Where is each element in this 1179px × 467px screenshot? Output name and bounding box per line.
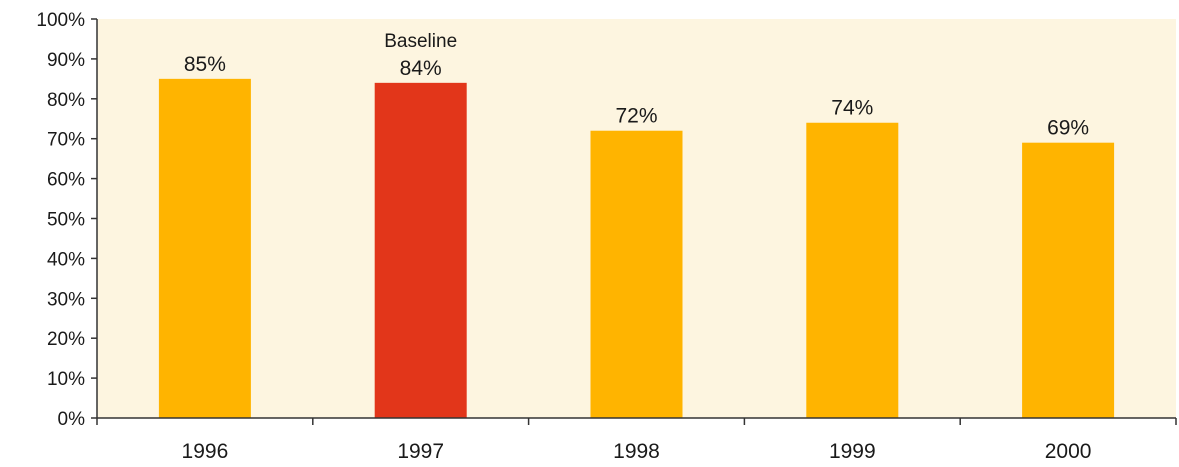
y-axis-ticks: 0% 10% 20% 30% 40% 50% 60% 70% 80% 90% 100%: [36, 10, 97, 430]
x-axis: 1996 1997 1998 1999 2000: [96, 417, 1177, 463]
y-tick-label: 100%: [36, 10, 85, 31]
data-labels: 85% 84% 72% 74% 69% Baseline: [184, 31, 1089, 140]
y-tick-label: 60%: [47, 170, 85, 191]
bar-1997: [374, 82, 467, 418]
y-tick-label: 40%: [47, 249, 85, 270]
y-tick-label: 0%: [58, 409, 86, 430]
y-tick-label: 80%: [47, 90, 85, 111]
x-tick-label: 1999: [829, 440, 876, 463]
y-tick-label: 90%: [47, 50, 85, 71]
data-label-1996: 85%: [184, 53, 226, 76]
annotation-1997: Baseline: [384, 31, 457, 52]
data-label-1998: 72%: [615, 105, 657, 128]
y-tick-label: 10%: [47, 369, 85, 390]
data-label-1997: 84%: [400, 57, 442, 80]
bar-1999: [806, 122, 899, 419]
bar-2000: [1022, 142, 1115, 418]
x-tick-label: 1998: [613, 440, 660, 463]
bars: [158, 78, 1115, 419]
data-label-2000: 69%: [1047, 117, 1089, 140]
y-tick-label: 20%: [47, 329, 85, 350]
y-tick-label: 30%: [47, 289, 85, 310]
data-label-1999: 74%: [831, 97, 873, 120]
x-tick-label: 1996: [182, 440, 229, 463]
x-tick-label: 2000: [1045, 440, 1092, 463]
bar-1998: [590, 130, 683, 418]
y-tick-label: 50%: [47, 210, 85, 231]
x-tick-label: 1997: [397, 440, 444, 463]
y-tick-label: 70%: [47, 130, 85, 151]
bar-1996: [158, 78, 251, 418]
